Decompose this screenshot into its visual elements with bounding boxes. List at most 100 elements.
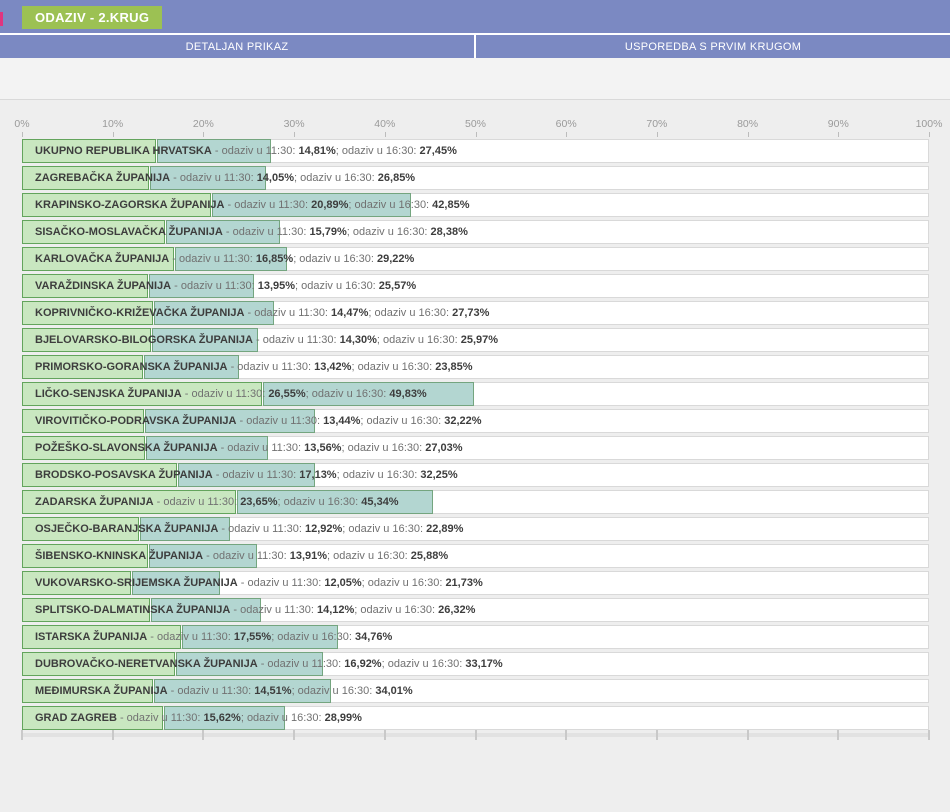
bar-odaziv-1630 xyxy=(154,679,331,703)
bar-odaziv-1630 xyxy=(132,571,220,595)
bar-odaziv-1130 xyxy=(22,571,132,595)
top-header: ODAZIV - 2.KRUG xyxy=(0,0,950,33)
bar-odaziv-1130 xyxy=(22,301,153,325)
bar-odaziv-1630 xyxy=(176,652,324,676)
x-axis-label: 60% xyxy=(555,118,577,130)
x-axis-tick xyxy=(293,730,296,740)
x-axis-label: 90% xyxy=(827,118,849,130)
bar-odaziv-1130 xyxy=(22,652,176,676)
county-label: BRODSKO-POSAVSKA ŽUPANIJA - odaziv u 11:… xyxy=(35,469,458,481)
bar-odaziv-1130 xyxy=(22,274,149,298)
x-axis-tick xyxy=(746,730,749,740)
county-row: GRAD ZAGREB - odaziv u 11:30: 15,62%; od… xyxy=(22,706,929,730)
turnout-bar-chart: 0% 10% 20% 30% 40% 50% 60% 70% 80% 90% 100% UKUPNO… xyxy=(14,112,942,740)
county-row: VUKOVARSKO-SRIJEMSKA ŽUPANIJA - odaziv u… xyxy=(22,571,929,595)
x-axis-label: 30% xyxy=(283,118,305,130)
view-tabbar: DETALJAN PRIKAZ USPOREDBA S PRVIM KRUGOM xyxy=(0,35,950,58)
bar-odaziv-1630 xyxy=(164,706,286,730)
county-label: BJELOVARSKO-BILOGORSKA ŽUPANIJA - odaziv… xyxy=(35,334,499,346)
county-row: KARLOVAČKA ŽUPANIJA - odaziv u 11:30: 16… xyxy=(22,247,929,271)
edge-accent-mark xyxy=(0,12,3,26)
bar-odaziv-1630 xyxy=(152,328,259,352)
x-axis-label: 10% xyxy=(102,118,124,130)
bar-odaziv-1130 xyxy=(22,598,150,622)
county-label: POŽEŠKO-SLAVONSKA ŽUPANIJA - odaziv u 11… xyxy=(35,442,463,454)
county-label: KARLOVAČKA ŽUPANIJA - odaziv u 11:30: 16… xyxy=(35,253,415,265)
bar-odaziv-1630 xyxy=(263,382,474,406)
county-label: ŠIBENSKO-KNINSKA ŽUPANIJA - odaziv u 11:… xyxy=(35,550,449,562)
bar-odaziv-1630 xyxy=(175,247,288,271)
x-axis-tick xyxy=(475,132,477,137)
county-row: SISAČKO-MOSLAVAČKA ŽUPANIJA - odaziv u 1… xyxy=(22,220,929,244)
county-label: VUKOVARSKO-SRIJEMSKA ŽUPANIJA - odaziv u… xyxy=(35,577,483,589)
tab-detaljan-prikaz[interactable]: DETALJAN PRIKAZ xyxy=(185,40,289,53)
x-axis-label: 80% xyxy=(737,118,759,130)
county-row: SPLITSKO-DALMATINSKA ŽUPANIJA - odaziv u… xyxy=(22,598,929,622)
x-axis-tick xyxy=(112,132,114,137)
county-label: LIČKO-SENJSKA ŽUPANIJA - odaziv u 11:30:… xyxy=(35,388,427,400)
x-axis-tick xyxy=(747,132,749,137)
county-row: ISTARSKA ŽUPANIJA - odaziv u 11:30: 17,5… xyxy=(22,625,929,649)
x-axis-tick xyxy=(111,730,114,740)
bar-odaziv-1630 xyxy=(145,436,268,460)
county-label: SPLITSKO-DALMATINSKA ŽUPANIJA - odaziv u… xyxy=(35,604,476,616)
bar-odaziv-1130 xyxy=(22,517,139,541)
x-axis-label: 20% xyxy=(192,118,214,130)
county-rows: UKUPNO REPUBLIKA HRVATSKA - odaziv u 11:… xyxy=(22,139,929,730)
bar-odaziv-1630 xyxy=(139,517,231,541)
county-row: BRODSKO-POSAVSKA ŽUPANIJA - odaziv u 11:… xyxy=(22,463,929,487)
county-label: ZADARSKA ŽUPANIJA - odaziv u 11:30: 23,6… xyxy=(35,496,399,508)
county-row: VIROVITIČKO-PODRAVSKA ŽUPANIJA - odaziv … xyxy=(22,409,929,433)
county-row: MEĐIMURSKA ŽUPANIJA - odaziv u 11:30: 14… xyxy=(22,679,929,703)
x-axis-tick xyxy=(565,730,568,740)
x-axis-tick xyxy=(21,730,23,740)
x-axis-tick xyxy=(928,730,930,740)
bar-odaziv-1630 xyxy=(153,301,274,325)
x-axis-top: 0% 10% 20% 30% 40% 50% 60% 70% 80% 90% 100% xyxy=(14,112,942,139)
x-axis-label: 40% xyxy=(374,118,396,130)
bar-odaziv-1130 xyxy=(22,436,145,460)
county-label: VARAŽDINSKA ŽUPANIJA - odaziv u 11:30: 1… xyxy=(35,280,417,292)
bar-odaziv-1630 xyxy=(150,598,262,622)
bar-odaziv-1130 xyxy=(22,544,148,568)
bar-odaziv-1130 xyxy=(22,490,237,514)
bar-odaziv-1130 xyxy=(22,625,181,649)
x-axis-tick xyxy=(474,730,477,740)
sub-header-panel xyxy=(0,58,950,100)
x-axis-tick xyxy=(383,730,386,740)
county-row: KOPRIVNIČKO-KRIŽEVAČKA ŽUPANIJA - odaziv… xyxy=(22,301,929,325)
x-axis-label: 70% xyxy=(646,118,668,130)
county-label: DUBROVAČKO-NERETVANSKA ŽUPANIJA - odaziv… xyxy=(35,658,503,670)
county-row: UKUPNO REPUBLIKA HRVATSKA - odaziv u 11:… xyxy=(22,139,929,163)
header-separator xyxy=(0,33,950,35)
x-axis-tick xyxy=(566,132,568,137)
county-label: KOPRIVNIČKO-KRIŽEVAČKA ŽUPANIJA - odaziv… xyxy=(35,307,490,319)
county-row: BJELOVARSKO-BILOGORSKA ŽUPANIJA - odaziv… xyxy=(22,328,929,352)
county-label: MEĐIMURSKA ŽUPANIJA - odaziv u 11:30: 14… xyxy=(35,685,413,697)
tab-usporedba-s-prvim-krugom[interactable]: USPOREDBA S PRVIM KRUGOM xyxy=(624,40,802,53)
county-row: PRIMORSKO-GORANSKA ŽUPANIJA - odaziv u 1… xyxy=(22,355,929,379)
bar-odaziv-1130 xyxy=(22,247,175,271)
county-label: KRAPINSKO-ZAGORSKA ŽUPANIJA - odaziv u 1… xyxy=(35,199,470,211)
bar-odaziv-1630 xyxy=(150,166,266,190)
bar-odaziv-1130 xyxy=(22,220,165,244)
county-row: ZADARSKA ŽUPANIJA - odaziv u 11:30: 23,6… xyxy=(22,490,929,514)
x-axis-tick xyxy=(294,132,296,137)
x-axis-tick xyxy=(655,730,658,740)
bar-odaziv-1630 xyxy=(148,544,258,568)
bar-odaziv-1130 xyxy=(22,355,144,379)
x-axis-tick xyxy=(838,132,840,137)
bar-odaziv-1130 xyxy=(22,409,144,433)
bar-odaziv-1630 xyxy=(144,355,239,379)
x-axis-label: 100% xyxy=(915,118,943,130)
bar-odaziv-1130 xyxy=(22,679,154,703)
x-axis-tick xyxy=(656,132,658,137)
x-axis-label: 0% xyxy=(14,118,30,130)
x-axis-label: 50% xyxy=(464,118,487,130)
county-row: ŠIBENSKO-KNINSKA ŽUPANIJA - odaziv u 11:… xyxy=(22,544,929,568)
county-label: ZAGREBAČKA ŽUPANIJA - odaziv u 11:30: 14… xyxy=(35,172,416,184)
bar-odaziv-1630 xyxy=(181,625,338,649)
odaziv-round-badge[interactable]: ODAZIV - 2.KRUG xyxy=(22,6,163,29)
bar-odaziv-1130 xyxy=(22,706,164,730)
county-row: VARAŽDINSKA ŽUPANIJA - odaziv u 11:30: 1… xyxy=(22,274,929,298)
